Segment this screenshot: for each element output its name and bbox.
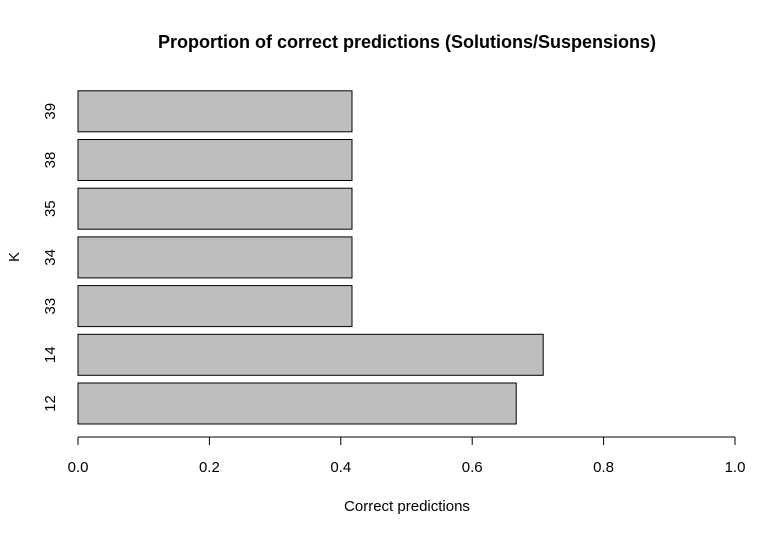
- y-tick-label: 39: [42, 103, 59, 120]
- x-tick-label: 0.0: [68, 459, 89, 476]
- chart-title: Proportion of correct predictions (Solut…: [158, 32, 656, 52]
- x-axis-label: Correct predictions: [344, 498, 470, 515]
- bar-k-38: [77, 139, 353, 181]
- bars-group: [77, 90, 544, 425]
- y-axis-label: K: [6, 252, 23, 262]
- bar-k-34: [77, 236, 353, 279]
- x-tick-label: 0.8: [593, 459, 614, 476]
- bar-k-35: [77, 187, 353, 230]
- y-tick-label: 33: [42, 298, 59, 315]
- x-tick-label: 0.6: [462, 459, 483, 476]
- y-tick-labels: 12 14 33 34 35 38 39: [42, 103, 59, 412]
- y-tick-label: 38: [42, 152, 59, 169]
- bar-k-12: [77, 382, 517, 425]
- bar-k-14: [77, 333, 544, 376]
- x-tick-label: 0.2: [199, 459, 220, 476]
- x-tick-label: 1.0: [725, 459, 746, 476]
- y-tick-label: 34: [42, 249, 59, 266]
- y-tick-label: 12: [42, 395, 59, 412]
- x-axis: 0.0 0.2 0.4 0.6 0.8 1.0: [68, 436, 746, 476]
- bar-k-33: [77, 285, 353, 328]
- bar-k-39: [77, 90, 353, 133]
- y-tick-label: 14: [42, 346, 59, 363]
- y-tick-label: 35: [42, 200, 59, 217]
- x-tick-label: 0.4: [330, 459, 351, 476]
